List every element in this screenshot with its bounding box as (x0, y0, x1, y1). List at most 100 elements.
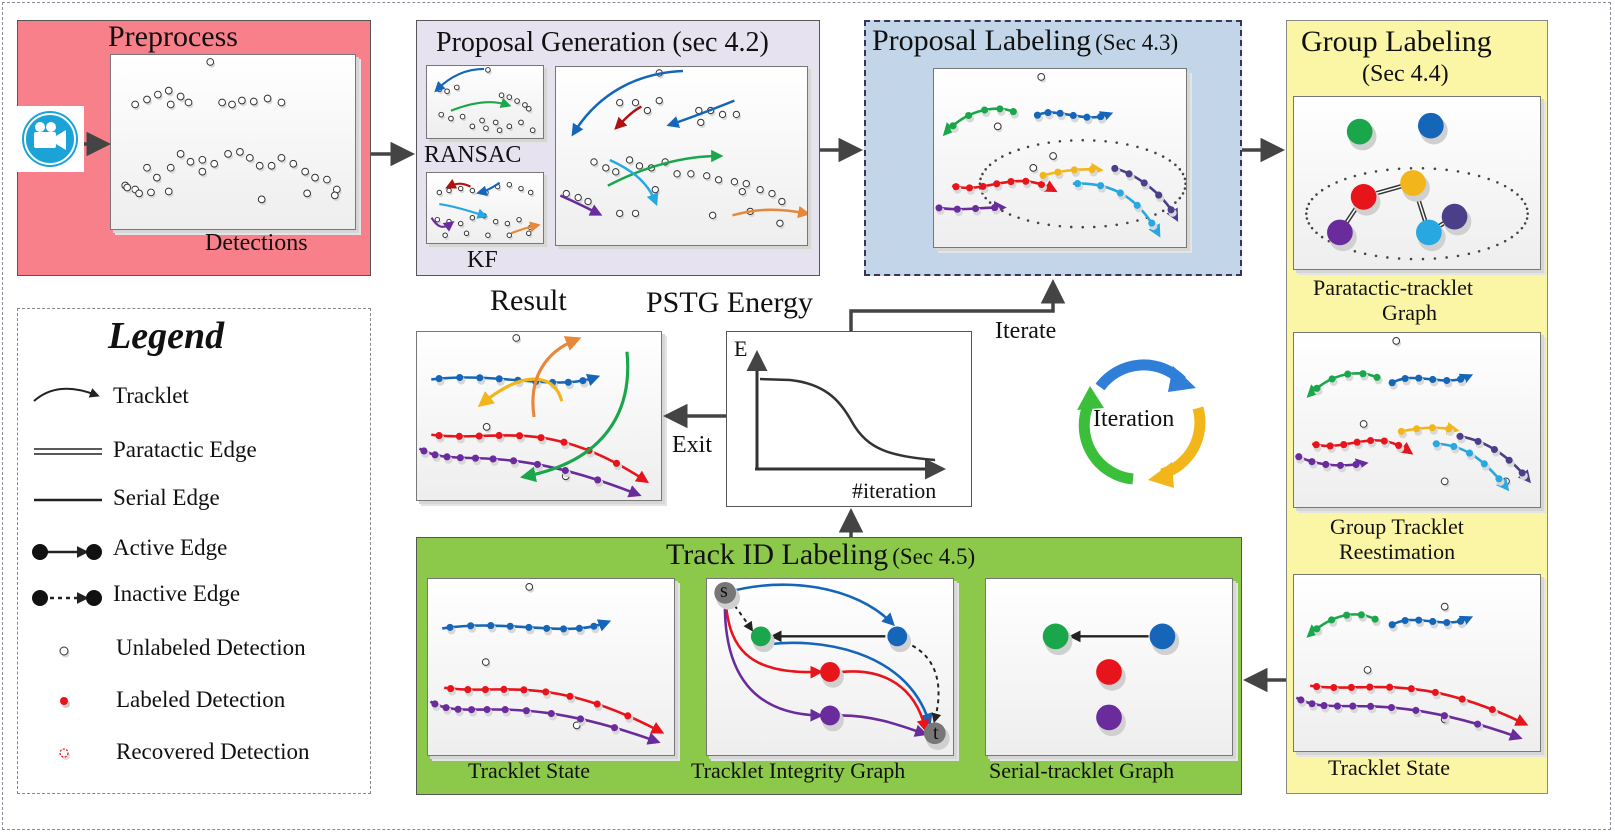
labeled-detection (1490, 445, 1498, 454)
tracklet (450, 97, 512, 112)
unlabeled-detection (562, 189, 570, 198)
recovered-detection-icon (59, 748, 70, 760)
boundary-dot (1487, 247, 1490, 250)
labeled-detection (501, 706, 509, 714)
boundary-dot (1445, 256, 1448, 259)
boundary-dot (1397, 257, 1401, 260)
track-id-state-card (427, 578, 675, 756)
unlabeled-detection (590, 158, 598, 166)
labeled-detection (431, 700, 439, 708)
labeled-detection (1415, 374, 1423, 382)
legend-label: Active Edge (113, 535, 228, 560)
labeled-detection (575, 624, 583, 632)
labeled-detection (952, 183, 960, 191)
unlabeled-detection (457, 220, 464, 227)
labeled-detection (1480, 460, 1488, 468)
active-edge (724, 583, 895, 627)
tracklet (609, 158, 659, 207)
boundary-dot (1154, 213, 1157, 216)
labeled-detection (1167, 206, 1175, 214)
labeled-detection (525, 623, 533, 631)
boundary-dot (1178, 196, 1182, 200)
unlabeled-detection (708, 211, 717, 219)
unlabeled-detection (485, 232, 491, 238)
labeled-detection (965, 184, 974, 192)
labeled-detection (953, 205, 961, 213)
labeled-detection (1387, 703, 1396, 712)
proposal-labeling-title: Proposal Labeling (Sec 4.3) (872, 24, 1178, 58)
unlabeled-detection (323, 175, 331, 184)
labeled-detection (1397, 427, 1405, 435)
labeled-detection (576, 715, 585, 723)
labeled-detection (1313, 625, 1321, 633)
graph-node (1350, 183, 1377, 210)
track-id-labeling-title: Track ID Labeling (Sec 4.5) (666, 538, 975, 572)
track-id-labeling-name: Track ID Labeling (666, 538, 889, 571)
boundary-dot (1183, 177, 1186, 181)
labeled-detection (442, 704, 450, 712)
labeled-detection (520, 686, 528, 694)
active-edge-icon (32, 544, 102, 560)
unlabeled-detection (436, 189, 443, 196)
labeled-detection (1445, 425, 1453, 433)
unlabeled-detection (224, 150, 232, 158)
detections-card (110, 54, 356, 230)
unlabeled-detection (522, 102, 528, 108)
labeled-detection (435, 432, 443, 440)
unlabeled-detection (444, 88, 450, 95)
labeled-detection (1333, 702, 1341, 710)
unlabeled-detection (164, 187, 173, 196)
labeled-detection (1097, 113, 1105, 121)
boundary-dot (979, 177, 982, 181)
inactive-edge (724, 592, 754, 632)
labeled-detection (1458, 695, 1466, 703)
unlabeled-detection (718, 110, 727, 119)
labeled-detection (467, 706, 476, 714)
labeled-detection (1518, 469, 1526, 477)
unlabeled-detection (612, 168, 620, 176)
legend-label: Inactive Edge (113, 581, 241, 606)
labeled-detection (1125, 170, 1133, 178)
labeled-detection (971, 204, 980, 213)
labeled-detection (1326, 442, 1334, 450)
track-id-labeling-sec: (Sec 4.5) (892, 544, 976, 569)
labeled-detection (594, 476, 602, 484)
boundary-dot (1104, 224, 1107, 228)
boundary-dot (1353, 249, 1357, 253)
graph-node (750, 626, 771, 647)
labeled-detection (533, 460, 542, 468)
unlabeled-detection (469, 187, 476, 194)
boundary-dot (1081, 225, 1085, 229)
unlabeled-detection (257, 195, 266, 204)
unlabeled-detection (301, 167, 310, 176)
labeled-detection (500, 685, 508, 693)
unlabeled-detection (479, 117, 485, 124)
recovered-dot (59, 748, 69, 758)
boundary-dot (994, 159, 997, 162)
boundary-dot (1104, 140, 1107, 143)
proposal-labeling-card (933, 68, 1187, 248)
labeled-detection (1412, 706, 1420, 714)
unlabeled-detection (147, 188, 155, 197)
tracklet (439, 203, 489, 219)
labeled-detection (475, 432, 483, 440)
unlabeled-detection (457, 185, 464, 192)
labeled-detection (579, 377, 587, 385)
boundary-dot (1047, 223, 1051, 227)
boundary-dot (1310, 197, 1314, 201)
legend-title: Legend (108, 315, 225, 357)
labeled-detection (981, 106, 989, 114)
boundary-dot (1320, 235, 1324, 239)
legend-label: Labeled Detection (116, 687, 286, 712)
boundary-dot (1145, 148, 1149, 151)
labeled-detection (1340, 441, 1348, 449)
unlabeled-detection (277, 153, 286, 162)
labeled-detection (471, 454, 480, 462)
unlabeled-detection (768, 189, 776, 198)
unlabeled-detection (330, 191, 339, 200)
labeled-detection (1495, 475, 1503, 483)
unlabeled-detection (1363, 666, 1372, 674)
labeled-detection (420, 447, 428, 455)
boundary-dot (1510, 235, 1514, 239)
unlabeled-detection (463, 230, 470, 237)
